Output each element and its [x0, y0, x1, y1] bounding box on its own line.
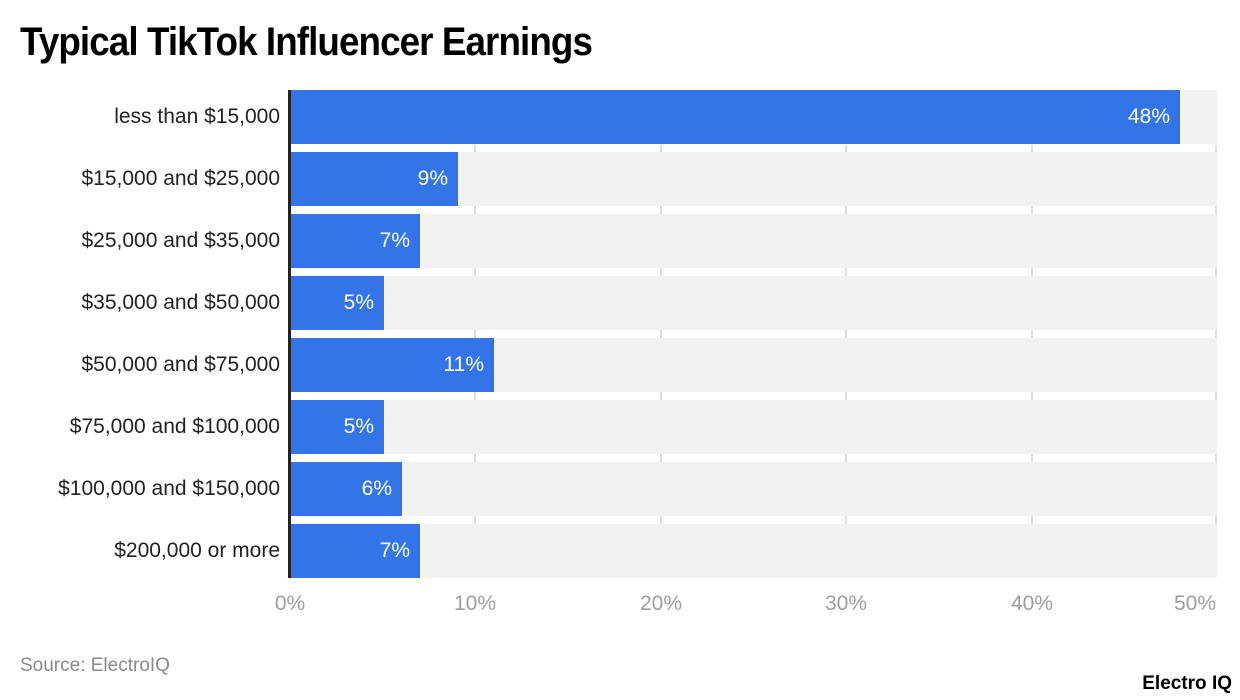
brand-logo: Electro IQ — [1142, 673, 1232, 694]
x-tick-label: 30% — [824, 592, 868, 615]
bar-value-label: 6% — [361, 477, 392, 500]
category-label: $75,000 and $100,000 — [69, 415, 280, 438]
category-label: $200,000 or more — [114, 539, 280, 562]
bar: 5% — [290, 400, 384, 454]
bar: 9% — [290, 152, 458, 206]
y-axis-line — [288, 90, 291, 578]
bar-row: 5% — [290, 276, 1217, 330]
category-label: $15,000 and $25,000 — [81, 167, 280, 190]
x-tick-label: 40% — [1010, 592, 1054, 615]
bar: 5% — [290, 276, 384, 330]
bar-value-label: 48% — [1127, 105, 1170, 128]
category-label: less than $15,000 — [114, 105, 280, 128]
category-label: $35,000 and $50,000 — [81, 291, 280, 314]
x-tick-label: 20% — [639, 592, 683, 615]
plot-area: 48% 9% 7% 5% 11% 5% 6% 7% — [290, 90, 1217, 578]
chart-title: Typical TikTok Influencer Earnings — [20, 20, 593, 64]
category-label: $50,000 and $75,000 — [81, 353, 280, 376]
bar-value-label: 7% — [379, 229, 410, 252]
category-label: $25,000 and $35,000 — [81, 229, 280, 252]
bar-row: 7% — [290, 524, 1217, 578]
bar: 6% — [290, 462, 402, 516]
bar: 11% — [290, 338, 494, 392]
bar-value-label: 5% — [343, 291, 374, 314]
bar-value-label: 9% — [417, 167, 448, 190]
category-label: $100,000 and $150,000 — [58, 477, 280, 500]
x-tick-label: 50% — [1173, 592, 1217, 615]
bar: 7% — [290, 214, 420, 268]
bar-value-label: 11% — [443, 353, 484, 376]
bar: 7% — [290, 524, 420, 578]
x-tick-label: 0% — [274, 592, 306, 615]
bar-row: 6% — [290, 462, 1217, 516]
bar-value-label: 7% — [379, 539, 410, 562]
bar-row: 5% — [290, 400, 1217, 454]
x-tick-label: 10% — [453, 592, 497, 615]
bar-row: 7% — [290, 214, 1217, 268]
bar-row: 11% — [290, 338, 1217, 392]
bar-row: 9% — [290, 152, 1217, 206]
bar: 48% — [290, 90, 1180, 144]
bar-value-label: 5% — [343, 415, 374, 438]
bar-row: 48% — [290, 90, 1217, 144]
source-note: Source: ElectroIQ — [20, 655, 170, 676]
